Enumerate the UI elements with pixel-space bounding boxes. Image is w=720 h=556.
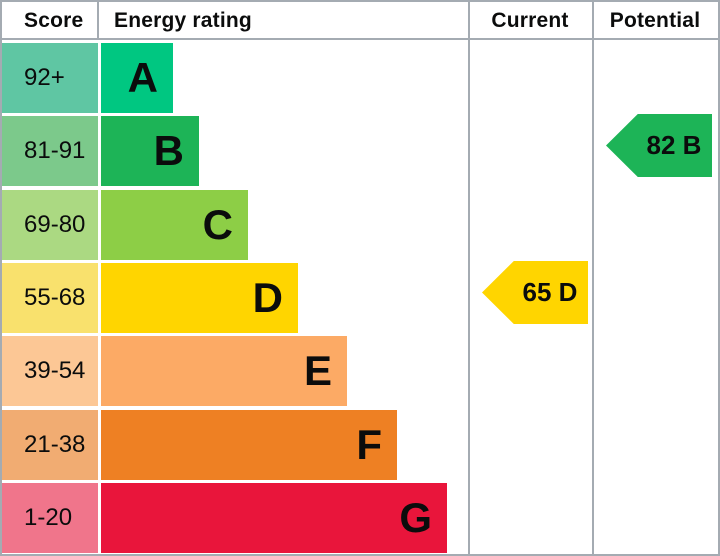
score-range-g: 1-20 xyxy=(2,483,98,553)
score-range-f: 21-38 xyxy=(2,410,98,480)
header-current: Current xyxy=(491,9,569,32)
score-range-b: 81-91 xyxy=(2,116,98,186)
band-bar-d: D xyxy=(101,263,298,333)
current-rating-label: 65 D xyxy=(522,277,578,307)
band-bar-c: C xyxy=(101,190,248,260)
potential-rating-label: 82 B xyxy=(646,130,702,160)
potential-column-divider xyxy=(592,2,594,554)
band-bar-b: B xyxy=(101,116,199,186)
score-range-e: 39-54 xyxy=(2,336,98,406)
score-range-c: 69-80 xyxy=(2,190,98,260)
band-letter-a: A xyxy=(127,54,158,101)
band-bar-a: A xyxy=(101,43,173,113)
band-bar-e: E xyxy=(101,336,347,406)
band-row-d: 55-68 D xyxy=(2,263,718,333)
band-letter-e: E xyxy=(303,347,332,394)
band-row-g: 1-20 G xyxy=(2,483,718,553)
band-row-b: 81-91 B xyxy=(2,116,718,186)
header-row: Score Energy rating Current Potential xyxy=(2,2,718,40)
band-bar-g: G xyxy=(101,483,447,553)
band-letter-b: B xyxy=(153,127,184,174)
band-bar-f: F xyxy=(101,410,397,480)
current-column-divider xyxy=(468,2,470,554)
band-row-e: 39-54 E xyxy=(2,336,718,406)
band-letter-g: G xyxy=(399,494,432,541)
band-row-a: 92+ A xyxy=(2,43,718,113)
score-range-d: 55-68 xyxy=(2,263,98,333)
band-letter-d: D xyxy=(252,274,283,321)
header-score: Score xyxy=(24,9,84,32)
band-letter-f: F xyxy=(356,421,382,468)
band-row-f: 21-38 F xyxy=(2,410,718,480)
header-potential: Potential xyxy=(609,9,701,32)
score-range-a: 92+ xyxy=(2,43,98,113)
band-row-c: 69-80 C xyxy=(2,190,718,260)
band-letter-c: C xyxy=(202,201,233,248)
score-column-divider xyxy=(97,2,99,40)
header-energy-rating: Energy rating xyxy=(114,9,252,32)
